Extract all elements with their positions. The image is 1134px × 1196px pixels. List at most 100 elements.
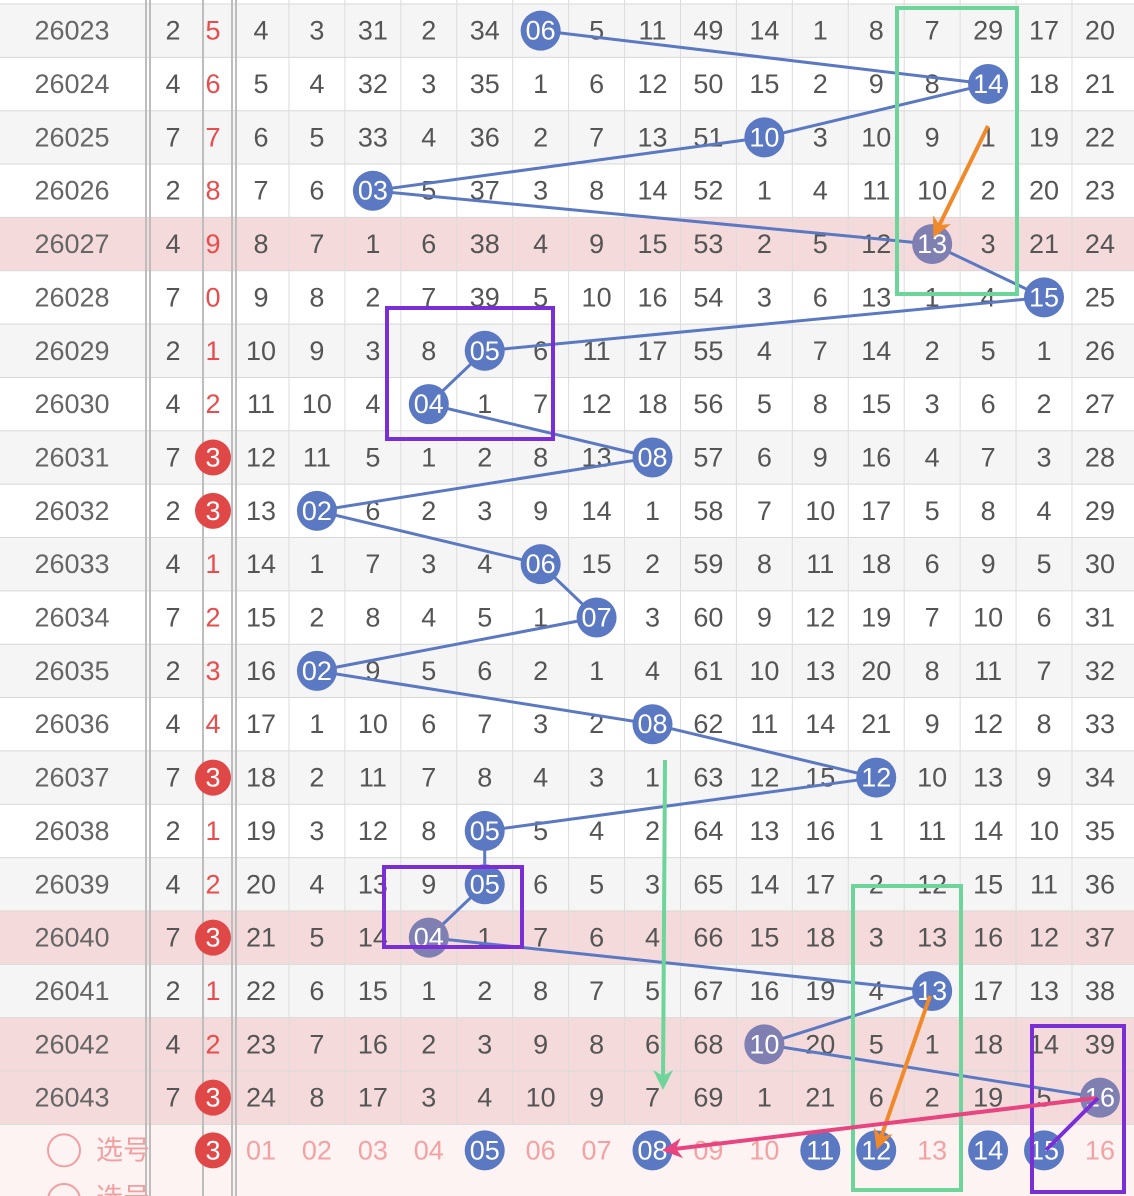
table-cell: 4 [925, 442, 940, 472]
table-cell: 17 [1029, 16, 1059, 46]
table-cell: 5 [309, 923, 324, 953]
table-cell: 14 [749, 16, 779, 46]
table-cell: 13 [861, 282, 891, 312]
table-cell: 7 [1037, 656, 1052, 686]
table-cell: 1 [645, 763, 660, 793]
table-cell: 7 [421, 282, 436, 312]
table-cell: 5 [365, 442, 380, 472]
number-ball-label: 10 [749, 1029, 779, 1059]
number-ball-label: 06 [526, 549, 556, 579]
table-cell: 59 [693, 549, 723, 579]
table-cell: 11 [806, 549, 834, 579]
table-cell: 11 [247, 389, 275, 419]
pick-number: 16 [1085, 1135, 1115, 1165]
table-cell: 3 [589, 763, 604, 793]
table-row-bg [0, 430, 1134, 485]
table-cell: 3 [1037, 442, 1052, 472]
table-row: 26032 2 3 13 6 2 3 9 14 1 58 7 10 17 5 8 4 29 [34, 492, 1115, 529]
row-id: 26032 [34, 496, 109, 526]
table-cell: 8 [925, 69, 940, 99]
number-ball [520, 544, 561, 585]
cell-col1: 4 [165, 869, 180, 899]
table-cell: 1 [813, 16, 828, 46]
table-cell: 21 [246, 923, 276, 953]
table-cell: 56 [693, 389, 723, 419]
table-cell: 2 [925, 1083, 940, 1113]
table-cell: 29 [1085, 496, 1115, 526]
number-ball-label: 04 [414, 923, 444, 953]
cell-col2: 3 [205, 1083, 220, 1113]
table-cell: 5 [421, 176, 436, 206]
table-cell: 1 [589, 656, 604, 686]
row-id: 26026 [34, 176, 109, 206]
cell-col2: 3 [205, 656, 220, 686]
table-cell: 12 [917, 869, 947, 899]
table-cell: 4 [1037, 496, 1052, 526]
cell-col1: 7 [165, 1083, 180, 1113]
table-cell: 6 [533, 336, 548, 366]
radio-icon[interactable] [47, 1183, 81, 1196]
pick-ball-selected[interactable] [464, 1130, 505, 1171]
cell-col1: 4 [165, 709, 180, 739]
table-cell: 12 [861, 229, 891, 259]
cell-col1: 7 [165, 282, 180, 312]
table-cell: 12 [973, 709, 1003, 739]
table-cell: 5 [869, 1029, 884, 1059]
row-id: 26043 [34, 1083, 109, 1113]
table-cell: 8 [925, 656, 940, 686]
table-cell: 53 [693, 229, 723, 259]
table-cell: 15 [973, 869, 1003, 899]
number-ball [296, 650, 337, 691]
table-cell: 7 [533, 923, 548, 953]
table-cell: 18 [805, 923, 835, 953]
table-cell: 1 [1037, 336, 1052, 366]
number-ball-label: 05 [470, 816, 500, 846]
table-cell: 1 [533, 603, 548, 633]
table-cell: 7 [477, 709, 492, 739]
cell-col2: 1 [205, 816, 220, 846]
table-cell: 15 [637, 229, 667, 259]
table-cell: 67 [693, 976, 723, 1006]
table-cell: 9 [589, 229, 604, 259]
table-cell: 3 [533, 176, 548, 206]
cell-col1: 4 [165, 1029, 180, 1059]
table-cell: 10 [917, 176, 947, 206]
table-cell: 20 [861, 656, 891, 686]
table-cell: 7 [589, 122, 604, 152]
table-cell: 6 [421, 229, 436, 259]
table-cell: 6 [589, 69, 604, 99]
table-row: 26039 4 2 20 4 13 9 6 5 3 65 14 17 2 12 15 11 36 [34, 869, 1115, 899]
table-cell: 1 [645, 496, 660, 526]
table-cell: 5 [1037, 549, 1052, 579]
number-ball [576, 597, 617, 638]
table-cell: 12 [637, 69, 667, 99]
table-cell: 5 [981, 336, 996, 366]
table-cell: 4 [477, 549, 492, 579]
table-cell: 54 [693, 282, 723, 312]
table-cell: 24 [246, 1083, 276, 1113]
table-cell: 6 [421, 709, 436, 739]
table-cell: 20 [1029, 176, 1059, 206]
table-cell: 60 [693, 603, 723, 633]
table-cell: 17 [246, 709, 276, 739]
table-cell: 4 [421, 122, 436, 152]
cell-col1: 7 [165, 923, 180, 953]
table-cell: 5 [533, 816, 548, 846]
table-cell: 21 [805, 1083, 835, 1113]
table-cell: 1 [757, 1083, 772, 1113]
table-cell: 16 [805, 816, 835, 846]
table-cell: 9 [421, 869, 436, 899]
number-ball [520, 10, 561, 51]
table-row: 26040 7 3 21 5 14 1 7 6 4 66 15 18 3 13 16 12 37 [34, 919, 1115, 956]
cell-col2: 2 [205, 389, 220, 419]
table-cell: 10 [973, 603, 1003, 633]
row-id: 26023 [34, 16, 109, 46]
table-cell: 6 [981, 389, 996, 419]
table-cell: 10 [805, 496, 835, 526]
table-cell: 2 [645, 549, 660, 579]
radio-icon[interactable] [47, 1133, 81, 1168]
table-cell: 4 [981, 282, 996, 312]
table-row: 26027 4 9 8 7 1 6 38 4 9 15 53 2 5 12 3 21 24 [34, 229, 1115, 259]
